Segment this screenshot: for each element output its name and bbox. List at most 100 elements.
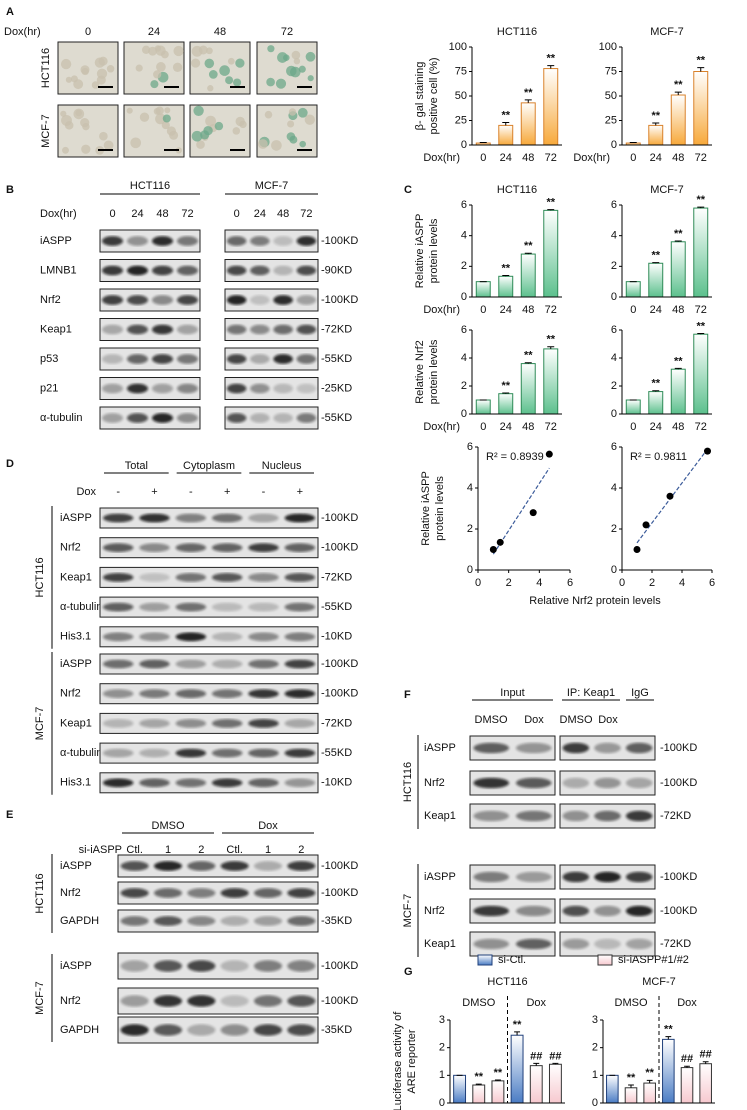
blot-band [139,513,170,523]
y-tick-label: 6 [611,324,617,336]
cell [275,78,287,89]
blot-membrane [117,854,319,878]
blot-band [248,719,279,728]
x-tick-label: 72 [695,421,707,433]
bar [624,1087,638,1104]
blot-band [296,383,317,394]
blot-band [139,748,170,758]
significance-label: ** [501,109,510,121]
blot-band [594,742,621,754]
bar [472,1084,486,1104]
chart-title: MCF-7 [650,184,684,196]
significance-label: ** [501,380,510,392]
time-label: 0 [234,208,240,220]
blot-band [175,573,207,582]
panel-label: G [404,966,413,978]
blot-membrane [99,537,319,559]
blot-band [127,324,148,335]
y-tick-label: 3 [439,1014,445,1026]
blot-band [139,689,170,699]
cell [232,127,241,135]
cell [166,126,176,136]
blot-band [211,719,243,728]
blot-membrane [99,318,201,341]
cell [267,45,275,53]
blot-band [473,742,510,754]
blot-band [625,810,653,822]
significance-label: ** [696,320,705,332]
blot-band [220,995,249,1007]
significance-label: ** [664,1024,673,1036]
x-tick-label: 24 [650,421,662,433]
chart-title: MCF-7 [650,26,684,38]
error-bar [702,1061,709,1064]
cell [304,114,315,125]
row-label: MCF-7 [40,114,52,148]
lane-label: DMSO [560,714,593,726]
cell [94,57,105,68]
blot-band [287,861,316,871]
blot-membrane [99,507,319,529]
x-tick-label: 72 [695,304,707,316]
cell [96,75,106,85]
blot-band [284,659,316,669]
dox-label: Dox(hr) [4,26,41,38]
cell [297,107,308,118]
blot-band [296,236,317,246]
blot-band [127,265,148,276]
blot-band [562,871,590,883]
blot-band [220,888,249,898]
lane-label: 2 [198,844,204,856]
panel-label: D [6,458,14,470]
error-bar [547,65,555,69]
y-tick-label: 0 [461,291,467,303]
significance-label: ## [681,1053,693,1065]
blot-band [273,265,293,276]
x-tick-label: 24 [650,152,662,164]
blot-band [250,295,270,305]
blot-band [139,659,170,669]
blot-band [154,888,182,898]
blot-membrane [99,566,319,588]
cell-line-label: MCF-7 [255,180,289,192]
blot-band [220,916,249,926]
size-label: -55KD [321,353,352,365]
cell [206,47,213,55]
blot-band [102,513,134,523]
error-bar [674,240,682,242]
significance-label: ** [546,53,555,65]
y-tick-label: 4 [461,352,467,364]
blot-band [152,354,173,364]
bar [699,1063,712,1104]
blot-band [562,810,590,822]
size-label: -100KD [321,542,358,554]
blot-membrane [99,712,319,734]
size-label: -72KD [321,571,352,583]
blot-band [175,513,207,523]
protein-label: iASPP [60,860,92,872]
size-label: -90KD [321,264,352,276]
cell [293,57,301,65]
legend-swatch [477,954,493,966]
lane-label: Ctl. [226,844,243,856]
error-bar [697,67,705,72]
blot-band [102,236,123,246]
legend-label: si-iASPP#1/#2 [618,954,689,966]
significance-label: ** [524,87,533,99]
cell-line-label: MCF-7 [34,707,46,741]
blot-band [250,413,270,423]
protein-label: Nrf2 [60,688,81,700]
cell [205,115,217,127]
dox-sign: - [116,486,120,498]
blot-band [594,905,621,917]
cell-line-label: HCT116 [34,873,46,913]
bar [693,333,709,415]
x-axis-label: Dox(hr) [423,152,460,164]
blot-band [139,602,170,612]
y-tick-label: 1 [439,1069,445,1081]
y-tick-label: 25 [455,114,467,126]
significance-label: ** [494,1067,503,1079]
point [666,492,674,500]
cell [198,45,208,55]
